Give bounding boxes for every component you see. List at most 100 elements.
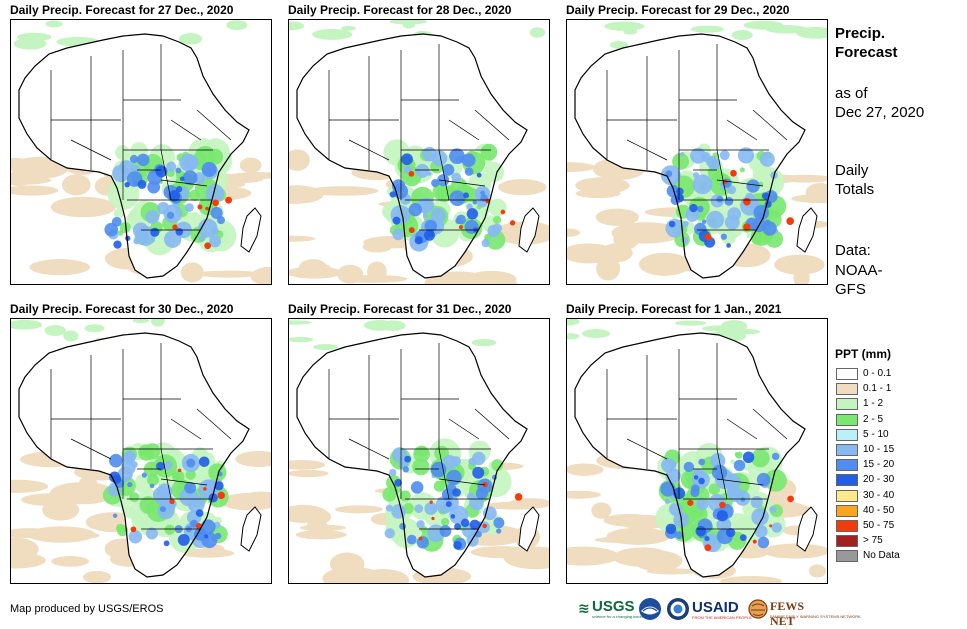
precip-patch-tan — [289, 459, 326, 470]
precip-blob — [408, 203, 423, 217]
precip-blob — [665, 523, 677, 535]
legend-swatch — [836, 504, 858, 517]
heavy-precip-cell — [482, 482, 488, 488]
precip-blob — [129, 492, 140, 503]
legend-swatch — [836, 428, 858, 441]
precip-patch-tan — [51, 556, 90, 567]
precip-blob — [392, 216, 401, 225]
precip-blob — [496, 528, 502, 534]
precip-blob — [157, 502, 175, 520]
precip-blob — [449, 190, 466, 207]
precip-patch-green — [674, 320, 707, 326]
precip-blob — [415, 163, 430, 178]
precip-blob — [123, 450, 136, 463]
precip-patch-tan — [595, 208, 639, 226]
precip-blob — [423, 213, 428, 219]
precip-blob — [392, 228, 405, 241]
precip-blob — [392, 183, 409, 199]
precip-patch-green — [720, 320, 748, 332]
precip-patch-tan — [761, 543, 827, 559]
precip-blob — [130, 461, 138, 468]
precip-blob — [113, 208, 124, 219]
precip-patch-tan — [603, 513, 655, 527]
precip-blob — [414, 504, 424, 514]
precip-blob — [166, 161, 177, 172]
precip-blob — [179, 153, 198, 172]
precip-patch-green — [84, 324, 105, 333]
precip-patch-tan — [793, 267, 810, 284]
precip-blob — [214, 481, 224, 491]
heavy-precip-cell — [509, 220, 516, 226]
country-border — [726, 418, 758, 440]
precip-blob — [727, 185, 736, 195]
precip-blob — [683, 461, 695, 473]
precip-blob — [711, 464, 728, 481]
precip-blob — [389, 191, 396, 198]
precip-blob — [692, 174, 713, 195]
precip-blob — [117, 466, 133, 482]
legend-label: 10 - 15 — [863, 443, 895, 455]
legend-swatch — [836, 398, 858, 411]
fews-logo-text: FEWS NET — [770, 599, 805, 628]
precip-blob — [104, 222, 119, 237]
precip-patch-tan — [503, 546, 549, 570]
side-totals-line1: Daily — [835, 162, 869, 179]
precip-blob — [672, 152, 690, 170]
precip-blob — [185, 469, 196, 480]
precip-blob — [210, 206, 223, 220]
precip-blob — [119, 221, 131, 234]
precip-blob — [489, 170, 496, 177]
precip-patch-tan — [808, 564, 827, 578]
heavy-precip-cell — [177, 468, 182, 473]
precip-blob — [175, 167, 182, 174]
precip-blob — [472, 466, 485, 479]
country-border — [160, 478, 208, 486]
precip-patch-tan — [289, 235, 316, 242]
heavy-precip-cell — [169, 498, 175, 505]
heavy-precip-cell — [500, 209, 506, 215]
panel-title: Daily Precip. Forecast for 1 Jan., 2021 — [566, 302, 782, 316]
precip-blob — [491, 459, 504, 471]
country-border — [160, 448, 172, 500]
precip-blob — [149, 483, 155, 489]
heavy-precip-cell — [786, 217, 794, 225]
precip-blob — [698, 477, 705, 485]
precip-patch-tan — [220, 493, 271, 511]
precip-patch-green — [150, 319, 165, 327]
precip-blob — [492, 215, 502, 224]
precip-patch-green — [389, 20, 428, 25]
precip-blob — [430, 505, 438, 513]
legend-swatch — [836, 519, 858, 532]
precip-blob — [109, 453, 123, 468]
precip-blob — [696, 497, 709, 511]
africa-coastline — [574, 332, 806, 578]
precip-blob — [461, 153, 476, 168]
heavy-precip-cell — [743, 197, 751, 206]
country-border — [196, 109, 232, 141]
precip-blob — [676, 195, 684, 203]
precip-patch-tan — [194, 270, 264, 278]
precip-blob — [175, 186, 183, 193]
legend-swatch — [836, 550, 858, 563]
precip-blob — [214, 532, 222, 540]
legend-label: No Data — [863, 550, 900, 562]
precip-blob — [138, 444, 155, 461]
side-totals-line2: Totals — [835, 181, 875, 198]
heavy-precip-cell — [704, 233, 712, 241]
precip-blob — [445, 501, 452, 508]
precip-patch-tan — [357, 569, 410, 583]
africa-coastline — [574, 33, 806, 279]
precip-blob — [724, 214, 740, 230]
precip-blob — [382, 487, 397, 502]
precip-blob — [147, 474, 160, 487]
usgs-logo-text: USGS — [592, 598, 635, 615]
precip-blob — [124, 181, 130, 188]
africa-coastline — [296, 332, 528, 578]
noaa-emblem-icon — [639, 598, 661, 620]
precip-blob — [466, 203, 473, 210]
fews-logo-tagline: FAMINE EARLY WARNING SYSTEMS NETWORK — [770, 614, 861, 619]
legend-label: 1 - 2 — [863, 398, 884, 410]
heavy-precip-cell — [204, 242, 212, 250]
precip-patch-tan — [575, 189, 621, 199]
precip-blob — [209, 235, 222, 248]
